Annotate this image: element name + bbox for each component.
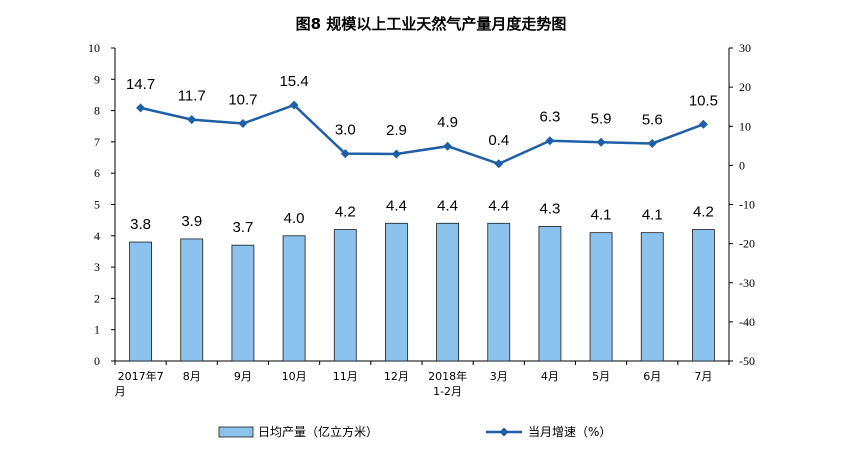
y-right-tick-label: -40 (739, 315, 755, 329)
bar (282, 235, 306, 362)
line-point (238, 119, 248, 129)
y-left-tick-label: 10 (88, 41, 100, 55)
y-right-tick-label: -20 (739, 237, 755, 251)
line-data-label: 10.5 (689, 92, 718, 109)
bar-data-label: 4.2 (335, 204, 356, 221)
line-data-label: 3.0 (335, 122, 356, 139)
y-left-tick-label: 6 (94, 166, 100, 180)
bar (538, 226, 562, 362)
line-data-label: 14.7 (126, 76, 155, 93)
x-tick-label: 6月 (643, 370, 661, 383)
line-point (391, 149, 401, 159)
line-data-labels: 14.7 11.7 10.7 15.4 3.0 2.9 4.9 0.4 6.3 5.9 5.6 10.… (126, 73, 718, 149)
y-left-tick-label: 4 (94, 229, 100, 243)
x-tick-label: 5月 (592, 370, 610, 383)
line-data-label: 6.3 (539, 109, 560, 126)
y-right-tick-label: 0 (739, 158, 745, 172)
line-data-label: 5.9 (591, 110, 612, 127)
x-tick-label: 1-2月 (433, 385, 462, 398)
line-point (289, 100, 299, 110)
legend-bar-label: 日均产量（亿立方米） (258, 424, 378, 439)
y-left-tick-label: 8 (94, 104, 100, 118)
line-point (698, 119, 708, 129)
x-tick-label: 2017年7 (118, 369, 164, 383)
x-tick-label: 月 (115, 385, 126, 398)
x-tick-label: 4月 (541, 370, 559, 383)
line-point (647, 138, 657, 148)
legend-line-marker (499, 427, 509, 437)
line-path (140, 103, 704, 166)
line-point (494, 159, 504, 169)
y-right-tick-label: -10 (739, 198, 755, 212)
bar (231, 244, 255, 362)
line-data-label: 5.6 (642, 111, 663, 128)
bar-data-label: 4.4 (386, 197, 407, 214)
legend-line-label: 当月增速（%） (528, 425, 611, 439)
y-right-tick-label: -50 (739, 354, 755, 368)
bar-data-label: 4.1 (642, 207, 663, 224)
bar (333, 229, 357, 362)
axes: 0 1 2 3 4 5 6 7 8 9 10 -50 -40 -30 -20 -10 0 10 20 30 2017年7… (88, 41, 755, 398)
bar (129, 241, 152, 362)
x-tick-label: 3月 (490, 370, 508, 383)
bar-data-labels: 3.8 3.9 3.7 4.0 4.2 4.4 4.4 4.4 4.3 4.1 4.1 4.2 (130, 197, 714, 236)
x-tick-label: 2018年 (428, 369, 467, 383)
line-data-label: 0.4 (488, 132, 509, 149)
y-left-tick-label: 2 (94, 291, 100, 305)
bar-data-label: 3.8 (130, 216, 151, 233)
bar-data-label: 4.0 (284, 210, 305, 227)
y-left-tick-label: 7 (94, 135, 100, 149)
x-tick-label: 8月 (183, 370, 201, 383)
line-point (340, 149, 350, 159)
line-point (443, 141, 453, 151)
line-data-label: 15.4 (279, 73, 308, 90)
line-data-label: 11.7 (178, 88, 206, 105)
bar (692, 229, 715, 362)
line-series (136, 100, 708, 169)
y-right-tick-label: 30 (739, 41, 751, 55)
bar (180, 238, 204, 362)
bar (589, 232, 613, 362)
bar (436, 222, 459, 362)
bar-data-label: 4.4 (488, 197, 509, 214)
x-tick-label: 10月 (282, 370, 307, 383)
legend-bar-swatch (218, 426, 254, 438)
y-right-tick-label: 10 (739, 119, 751, 133)
y-left-tick-label: 5 (94, 198, 100, 212)
legend: 日均产量（亿立方米） 当月增速（%） (218, 424, 611, 439)
bar (640, 232, 664, 362)
x-tick-label: 12月 (384, 370, 409, 383)
bar-data-label: 4.1 (591, 207, 612, 224)
y-left-tick-label: 1 (94, 323, 100, 337)
x-tick-label: 11月 (333, 370, 358, 383)
bar-data-label: 3.9 (181, 213, 202, 230)
line-data-label: 2.9 (386, 122, 407, 139)
bar (385, 222, 408, 362)
bar-data-label: 4.4 (437, 197, 458, 214)
line-point (545, 136, 555, 146)
bar-series (129, 222, 715, 362)
y-left-tick-label: 9 (94, 72, 100, 86)
x-tick-label: 9月 (234, 370, 252, 383)
line-point (596, 137, 606, 147)
bar-data-label: 4.2 (693, 204, 714, 221)
line-point (187, 115, 197, 125)
y-left-tick-label: 3 (94, 260, 100, 274)
y-left-tick-label: 0 (94, 354, 100, 368)
y-right-tick-label: 20 (739, 80, 751, 94)
bar-data-label: 3.7 (232, 219, 253, 236)
y-right-tick-label: -30 (739, 276, 755, 290)
line-data-label: 10.7 (228, 92, 257, 109)
line-data-label: 4.9 (437, 114, 458, 131)
bar-data-label: 4.3 (539, 200, 560, 217)
line-point (136, 103, 146, 113)
bar (487, 222, 511, 362)
chart-title: 图8 规模以上工业天然气产量月度走势图 (296, 15, 567, 33)
x-tick-label: 7月 (694, 370, 712, 383)
